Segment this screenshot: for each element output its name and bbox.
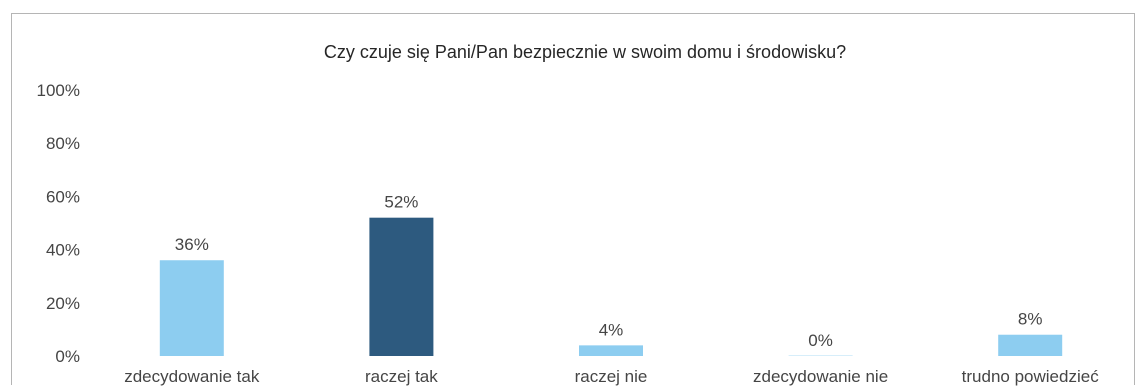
y-tick-label: 0%: [55, 347, 80, 366]
y-tick-label: 80%: [46, 134, 80, 153]
x-category-label: raczej nie: [575, 367, 648, 386]
value-labels: 36% 52% 4% 0% 8%: [175, 193, 1043, 350]
chart-title: Czy czuje się Pani/Pan bezpiecznie w swo…: [324, 42, 846, 62]
bar-value-label: 0%: [808, 331, 833, 350]
x-category-label: zdecydowanie tak: [124, 367, 260, 386]
bar: [579, 345, 643, 356]
bar: [788, 355, 853, 356]
chart-frame: [11, 13, 1135, 385]
bar: [998, 334, 1063, 356]
y-axis-ticks: 0% 20% 40% 60% 80% 100%: [37, 81, 80, 366]
y-tick-label: 100%: [37, 81, 80, 100]
bar-value-label: 36%: [175, 235, 209, 254]
bar-value-label: 4%: [599, 320, 624, 339]
bar-value-label: 8%: [1018, 310, 1043, 329]
x-category-label: trudno powiedzieć: [962, 367, 1100, 386]
bars: [159, 217, 1063, 356]
x-category-label: raczej tak: [365, 367, 438, 386]
x-category-label: zdecydowanie nie: [753, 367, 888, 386]
bar-value-label: 52%: [384, 193, 418, 212]
bar: [369, 217, 434, 356]
y-tick-label: 60%: [46, 187, 80, 206]
x-axis-categories: zdecydowanie tak raczej tak raczej nie zdec…: [124, 367, 1099, 386]
bar: [159, 260, 224, 356]
y-tick-label: 20%: [46, 294, 80, 313]
y-tick-label: 40%: [46, 241, 80, 260]
